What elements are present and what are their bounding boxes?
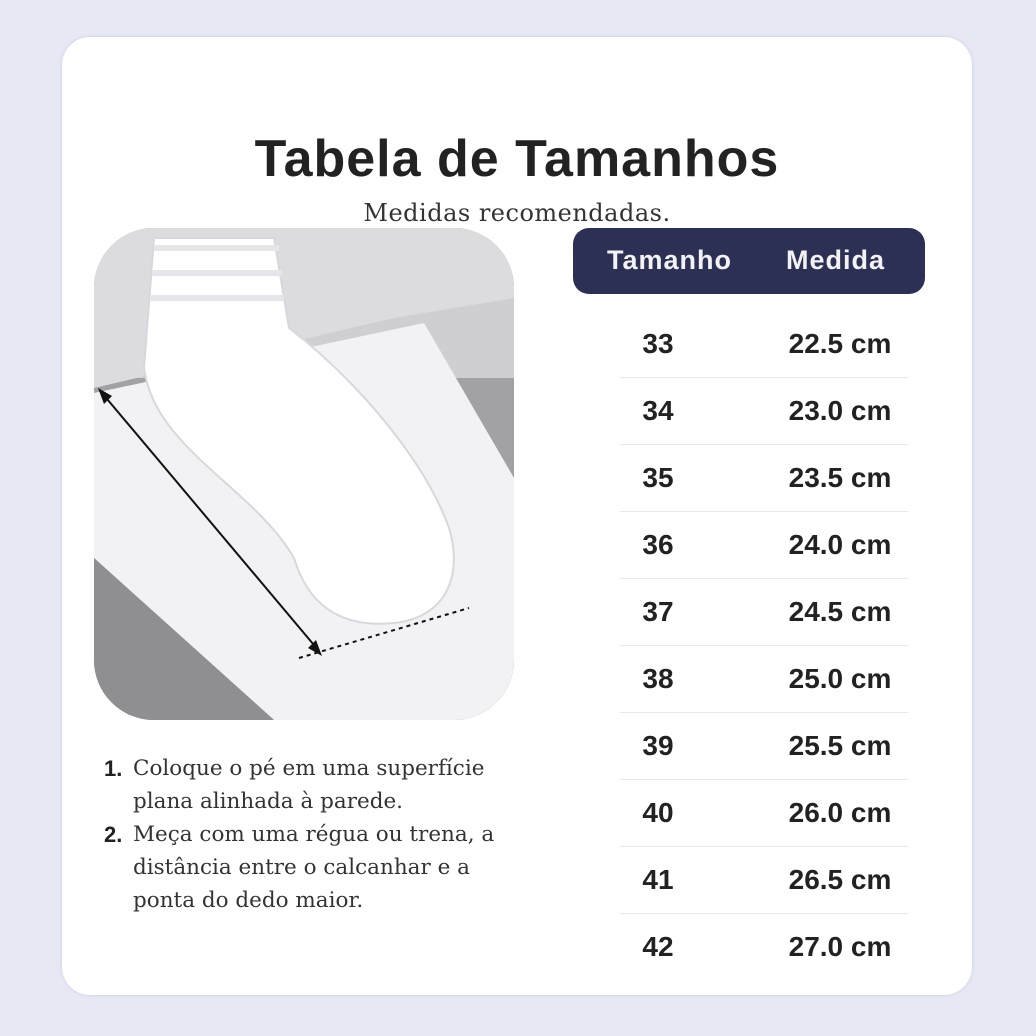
measure-cell: 24.0 cm: [788, 529, 892, 560]
step-text: Meça com uma régua ou trena, a distância…: [133, 822, 495, 913]
size-cell: 34: [642, 395, 674, 426]
step-number: 2.: [104, 822, 123, 847]
table-row: 35 23.5 cm: [620, 445, 908, 512]
table-row: 37 24.5 cm: [620, 579, 908, 646]
table-row: 41 26.5 cm: [620, 847, 908, 914]
size-cell: 40: [642, 797, 674, 828]
step-text: Coloque o pé em uma superfície plana ali…: [133, 756, 485, 814]
size-cell: 36: [642, 529, 674, 560]
size-cell: 38: [642, 663, 674, 694]
size-cell: 41: [642, 864, 674, 895]
header-size: Tamanho: [607, 245, 733, 275]
table-row: 34 23.0 cm: [620, 378, 908, 445]
size-cell: 33: [642, 328, 674, 359]
foot-measurement-photo: [94, 228, 514, 720]
size-cell: 42: [642, 931, 674, 962]
header-measure: Medida: [786, 245, 886, 275]
size-cell: 39: [642, 730, 674, 761]
table-header: Tamanho Medida: [573, 228, 925, 294]
size-cell: 37: [642, 596, 674, 627]
measure-cell: 25.0 cm: [788, 663, 892, 694]
measure-cell: 26.5 cm: [788, 864, 892, 895]
table-row: 33 22.5 cm: [620, 311, 908, 378]
table-row: 38 25.0 cm: [620, 646, 908, 713]
measure-cell: 25.5 cm: [788, 730, 892, 761]
table-row: 36 24.0 cm: [620, 512, 908, 579]
instructions-list: 1. Coloque o pé em uma superfície plana a…: [104, 752, 524, 917]
table-row: 39 25.5 cm: [620, 713, 908, 780]
size-table: 33 22.5 cm 34 23.0 cm 35 23.5 cm 36 24.0 cm 37 24…: [620, 311, 908, 980]
measure-cell: 23.0 cm: [788, 395, 892, 426]
measure-cell: 23.5 cm: [788, 462, 892, 493]
size-cell: 35: [642, 462, 674, 493]
measure-cell: 22.5 cm: [788, 328, 892, 359]
instruction-item: 1. Coloque o pé em uma superfície plana a…: [104, 752, 524, 818]
page-title: Tabela de Tamanhos: [254, 130, 780, 188]
table-row: 42 27.0 cm: [620, 914, 908, 980]
measure-cell: 26.0 cm: [788, 797, 892, 828]
instruction-item: 2. Meça com uma régua ou trena, a distânc…: [104, 818, 524, 917]
table-row: 40 26.0 cm: [620, 780, 908, 847]
measure-cell: 24.5 cm: [788, 596, 892, 627]
page-subtitle: Medidas recomendadas.: [363, 199, 671, 227]
measure-cell: 27.0 cm: [788, 931, 892, 962]
step-number: 1.: [104, 756, 123, 781]
